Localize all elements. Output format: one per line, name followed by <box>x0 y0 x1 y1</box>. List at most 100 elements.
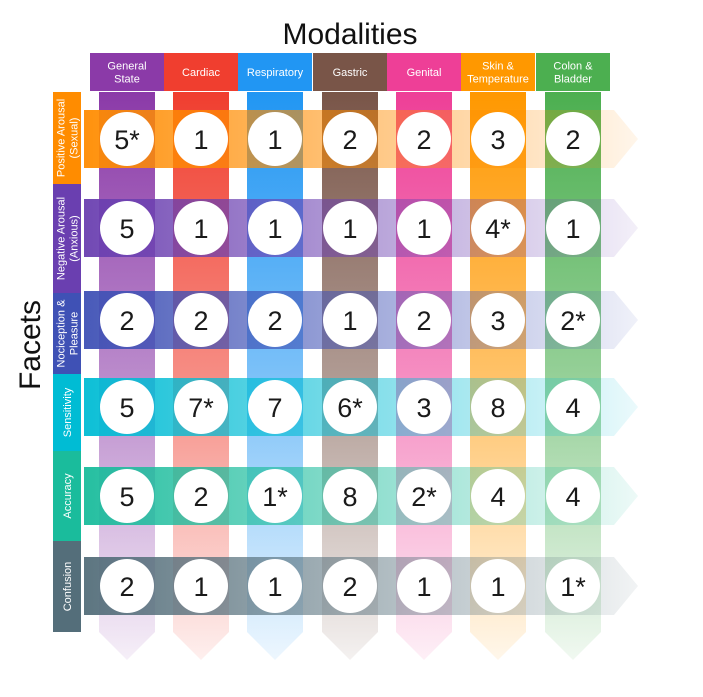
count-circle <box>471 112 525 166</box>
count-circle <box>248 469 302 523</box>
count-circle <box>471 201 525 255</box>
cell-accuracy-skin-temperature: 4 <box>471 469 525 523</box>
cell-negative-arousal-anxious-cardiac: 1 <box>174 201 228 255</box>
facet-label-sensitivity: Sensitivity <box>53 374 81 451</box>
cell-confusion-colon-bladder: 1* <box>546 559 600 613</box>
facet-label-text: Confusion <box>62 562 74 612</box>
count-value: 1 <box>342 306 357 336</box>
count-value: 1* <box>262 482 288 512</box>
count-value: 2 <box>119 306 134 336</box>
count-circle <box>174 293 228 347</box>
count-value: 4 <box>565 482 580 512</box>
count-circle <box>546 112 600 166</box>
facet-label-accuracy: Accuracy <box>53 451 81 541</box>
cell-negative-arousal-anxious-colon-bladder: 1 <box>546 201 600 255</box>
facet-label-text: Sensitivity <box>62 387 74 437</box>
modality-label: Gastric <box>333 67 368 79</box>
count-value: 7 <box>267 393 282 423</box>
cell-sensitivity-genital: 3 <box>397 380 451 434</box>
count-circle <box>546 293 600 347</box>
count-circle <box>174 112 228 166</box>
modality-header-cardiac: Cardiac <box>164 53 238 91</box>
cell-negative-arousal-anxious-genital: 1 <box>397 201 451 255</box>
cell-nociception-pleasure-colon-bladder: 2* <box>546 293 600 347</box>
count-value: 3 <box>490 125 505 155</box>
count-circle <box>174 559 228 613</box>
diagram-title: Modalities <box>282 18 417 51</box>
cell-negative-arousal-anxious-skin-temperature: 4* <box>471 201 525 255</box>
modality-header-genital: Genital <box>387 53 461 91</box>
cell-accuracy-genital: 2* <box>397 469 451 523</box>
cell-confusion-respiratory: 1 <box>248 559 302 613</box>
count-circle <box>323 201 377 255</box>
cell-nociception-pleasure-general-state: 2 <box>100 293 154 347</box>
cell-positive-arousal-sexual-respiratory: 1 <box>248 112 302 166</box>
count-value: 1 <box>193 572 208 602</box>
modality-label: Genital <box>407 67 442 79</box>
count-value: 1 <box>416 214 431 244</box>
count-value: 4* <box>485 214 511 244</box>
count-circle <box>471 559 525 613</box>
count-value: 2 <box>119 572 134 602</box>
count-circle <box>323 559 377 613</box>
count-value: 2 <box>416 306 431 336</box>
count-value: 1 <box>267 214 282 244</box>
facet-label-bg <box>53 451 81 541</box>
count-circle <box>397 112 451 166</box>
count-circle <box>248 380 302 434</box>
count-circle <box>323 293 377 347</box>
cell-positive-arousal-sexual-gastric: 2 <box>323 112 377 166</box>
cell-positive-arousal-sexual-genital: 2 <box>397 112 451 166</box>
cell-nociception-pleasure-genital: 2 <box>397 293 451 347</box>
count-circle <box>397 559 451 613</box>
count-value: 1 <box>267 125 282 155</box>
count-circle <box>174 469 228 523</box>
modality-headers: General State Cardiac Respiratory Gastric Gen… <box>90 53 610 91</box>
modality-header-colon-bladder: Colon & Bladder <box>536 53 610 91</box>
facet-label-text: Accuracy <box>62 473 74 519</box>
count-circle <box>323 112 377 166</box>
count-circle <box>100 559 154 613</box>
count-value: 1* <box>560 572 586 602</box>
cell-sensitivity-gastric: 6* <box>323 380 377 434</box>
count-circle <box>100 112 154 166</box>
cell-nociception-pleasure-respiratory: 2 <box>248 293 302 347</box>
count-value: 8 <box>490 393 505 423</box>
facet-label-bg <box>53 293 81 374</box>
cell-nociception-pleasure-skin-temperature: 3 <box>471 293 525 347</box>
count-circle <box>174 201 228 255</box>
facet-label-bg <box>53 92 81 184</box>
count-value: 5 <box>119 214 134 244</box>
count-value: 2 <box>416 125 431 155</box>
modality-header-bg <box>164 53 238 91</box>
count-circle <box>397 469 451 523</box>
cell-confusion-skin-temperature: 1 <box>471 559 525 613</box>
modality-label: Cardiac <box>182 67 220 79</box>
cell-nociception-pleasure-cardiac: 2 <box>174 293 228 347</box>
count-value: 2 <box>342 125 357 155</box>
cell-positive-arousal-sexual-colon-bladder: 2 <box>546 112 600 166</box>
count-value: 2* <box>560 306 586 336</box>
count-circle <box>248 559 302 613</box>
modality-header-bg <box>461 53 535 91</box>
count-value: 1 <box>193 125 208 155</box>
count-circle <box>323 469 377 523</box>
count-value: 1 <box>565 214 580 244</box>
count-circle <box>248 112 302 166</box>
count-value: 4 <box>565 393 580 423</box>
count-value: 1 <box>267 572 282 602</box>
facet-label-positive-arousal-sexual: Positive Arousal(Sexual) <box>53 92 81 184</box>
count-value: 1 <box>193 214 208 244</box>
cell-sensitivity-colon-bladder: 4 <box>546 380 600 434</box>
count-circle <box>397 293 451 347</box>
facet-label-bg <box>53 374 81 451</box>
count-circle <box>248 293 302 347</box>
cell-sensitivity-respiratory: 7 <box>248 380 302 434</box>
modality-label: Skin & Temperature <box>467 61 529 86</box>
facet-labels: Positive Arousal(Sexual) Negative Arousal… <box>53 92 81 632</box>
cell-nociception-pleasure-gastric: 1 <box>323 293 377 347</box>
cell-positive-arousal-sexual-general-state: 5* <box>100 112 154 166</box>
modality-header-skin-temperature: Skin & Temperature <box>461 53 535 91</box>
count-value: 3 <box>490 306 505 336</box>
